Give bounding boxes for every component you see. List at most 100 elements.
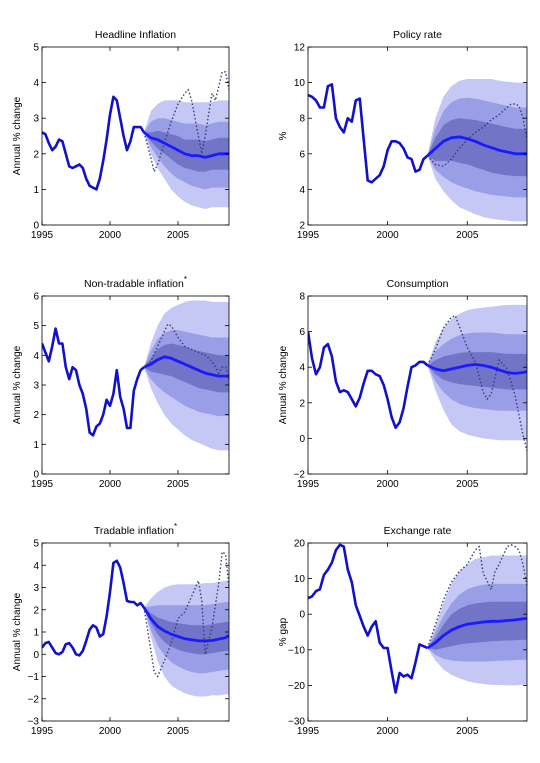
- y-axis-label: Annual % change: [12, 592, 23, 671]
- y-tick-label: 20: [294, 539, 306, 550]
- chart-title-text: Headline Inflation: [95, 29, 176, 41]
- y-tick-label: 8: [299, 114, 305, 125]
- plot-area: [42, 550, 229, 697]
- plot-area: [42, 71, 229, 209]
- x-tick-label: 1995: [297, 479, 320, 490]
- panel-consumption: −2 0 2 4 6 8 1995 2000 2005 Consumption Annual % c…: [278, 278, 528, 490]
- y-tick-label: 0: [299, 610, 305, 621]
- x-tick-label: 2000: [99, 726, 122, 737]
- y-tick-label: 3: [33, 381, 39, 392]
- y-tick-label: 5: [33, 321, 39, 332]
- projection-line: [143, 355, 229, 378]
- y-tick-label: −10: [288, 645, 305, 656]
- x-tick-label: 1995: [297, 230, 320, 241]
- fan-band-inner: [144, 607, 229, 655]
- chart-title: Consumption: [387, 278, 449, 290]
- outturn-line: [426, 544, 527, 649]
- x-tick-label: 2000: [377, 230, 400, 241]
- chart-title-text: Exchange rate: [384, 525, 452, 537]
- y-tick-label: 2: [299, 398, 305, 409]
- y-tick-label: 0: [299, 434, 305, 445]
- x-tick-label: 1995: [31, 726, 54, 737]
- panel-policy-rate: 2 4 6 8 10 12 1995 2000 2005 Policy rate%: [278, 29, 528, 241]
- y-axis-label: Annual % change: [12, 96, 23, 175]
- plot-area: [42, 300, 229, 451]
- chart-title: Exchange rate: [384, 525, 452, 537]
- x-tick-label: 2000: [377, 726, 400, 737]
- y-tick-label: 4: [33, 78, 39, 89]
- y-tick-label: 8: [299, 292, 305, 303]
- panel-tradable-inflation: −3 −2 −1 0 1 2 3 4 5 1995 2000 2005 Tradable inflati…: [12, 522, 230, 737]
- x-tick-label: 2005: [456, 479, 479, 490]
- y-tick-label: 4: [33, 561, 39, 572]
- y-tick-label: 4: [299, 185, 305, 196]
- y-tick-label: 2: [299, 221, 305, 232]
- x-tick-label: 1995: [31, 230, 54, 241]
- x-tick-label: 1995: [297, 726, 320, 737]
- plot-frame: [307, 46, 528, 226]
- y-axis-label: %: [278, 131, 289, 140]
- y-tick-label: 5: [33, 43, 39, 54]
- fan-band-inner: [427, 601, 527, 650]
- chart-title: Non-tradable inflation*: [84, 275, 187, 290]
- plot-frame: [307, 542, 528, 722]
- panel-exchange-rate: −30 −20 −10 0 10 20 1995 2000 2005 Exchange rate%…: [278, 525, 528, 737]
- x-tick-label: 2000: [377, 479, 400, 490]
- y-tick-label: −20: [288, 681, 305, 692]
- y-tick-label: 2: [33, 410, 39, 421]
- panel-non-tradable-inflation: 0 1 2 3 4 5 6 1995 2000 2005 Non-tradable inflatio…: [12, 275, 230, 490]
- projection-line: [142, 606, 229, 643]
- projection-line: [143, 131, 229, 159]
- chart-title-text: Policy rate: [393, 29, 442, 41]
- x-tick-label: 2005: [167, 479, 190, 490]
- y-tick-label: 10: [294, 78, 306, 89]
- y-axis-label: Annual % change: [12, 345, 23, 424]
- x-tick-label: 2005: [167, 726, 190, 737]
- y-tick-label: 3: [33, 114, 39, 125]
- chart-title-footnote-mark: *: [184, 275, 187, 284]
- y-tick-label: 6: [299, 149, 305, 160]
- y-tick-label: 1: [33, 185, 39, 196]
- y-tick-label: 5: [33, 539, 39, 550]
- x-tick-label: 2005: [456, 230, 479, 241]
- plot-frame: [41, 46, 230, 226]
- chart-title: Policy rate: [393, 29, 442, 41]
- y-tick-label: 6: [299, 327, 305, 338]
- fan-band-inner: [144, 130, 229, 172]
- y-tick-label: −30: [288, 717, 305, 728]
- chart-title: Headline Inflation: [95, 29, 176, 41]
- history-line: [308, 543, 429, 694]
- chart-title: Tradable inflation*: [94, 522, 177, 537]
- chart-title-text: Non-tradable inflation: [84, 278, 184, 290]
- plot-area: [308, 79, 527, 222]
- chart-title-text: Tradable inflation: [94, 525, 174, 537]
- y-tick-label: 1: [33, 628, 39, 639]
- x-tick-label: 2005: [456, 726, 479, 737]
- y-tick-label: 2: [33, 605, 39, 616]
- y-tick-label: 12: [294, 43, 306, 54]
- projection-line: [426, 135, 527, 157]
- history-line: [308, 83, 429, 184]
- y-tick-label: 0: [33, 650, 39, 661]
- y-axis-label: Annual % change: [278, 345, 289, 424]
- history-line: [42, 559, 146, 657]
- y-tick-label: 4: [33, 351, 39, 362]
- fan-band-inner: [427, 352, 527, 390]
- chart-title-footnote-mark: *: [174, 522, 177, 531]
- chart-title-text: Consumption: [387, 278, 449, 290]
- y-tick-label: −3: [28, 717, 40, 728]
- history-line: [42, 327, 145, 437]
- panel-headline-inflation: 0 1 2 3 4 5 1995 2000 2005 Headline Inflation Annu…: [12, 29, 230, 241]
- plot-area: [308, 304, 527, 452]
- y-tick-label: 3: [33, 583, 39, 594]
- plot-area: [308, 543, 527, 694]
- y-tick-label: 1: [33, 440, 39, 451]
- y-axis-label: % gap: [278, 617, 289, 646]
- y-tick-label: −1: [28, 672, 40, 683]
- projection-line: [426, 363, 527, 375]
- outturn-line: [426, 314, 527, 452]
- history-line: [42, 95, 146, 191]
- y-tick-label: 2: [33, 149, 39, 160]
- y-tick-label: 0: [33, 470, 39, 481]
